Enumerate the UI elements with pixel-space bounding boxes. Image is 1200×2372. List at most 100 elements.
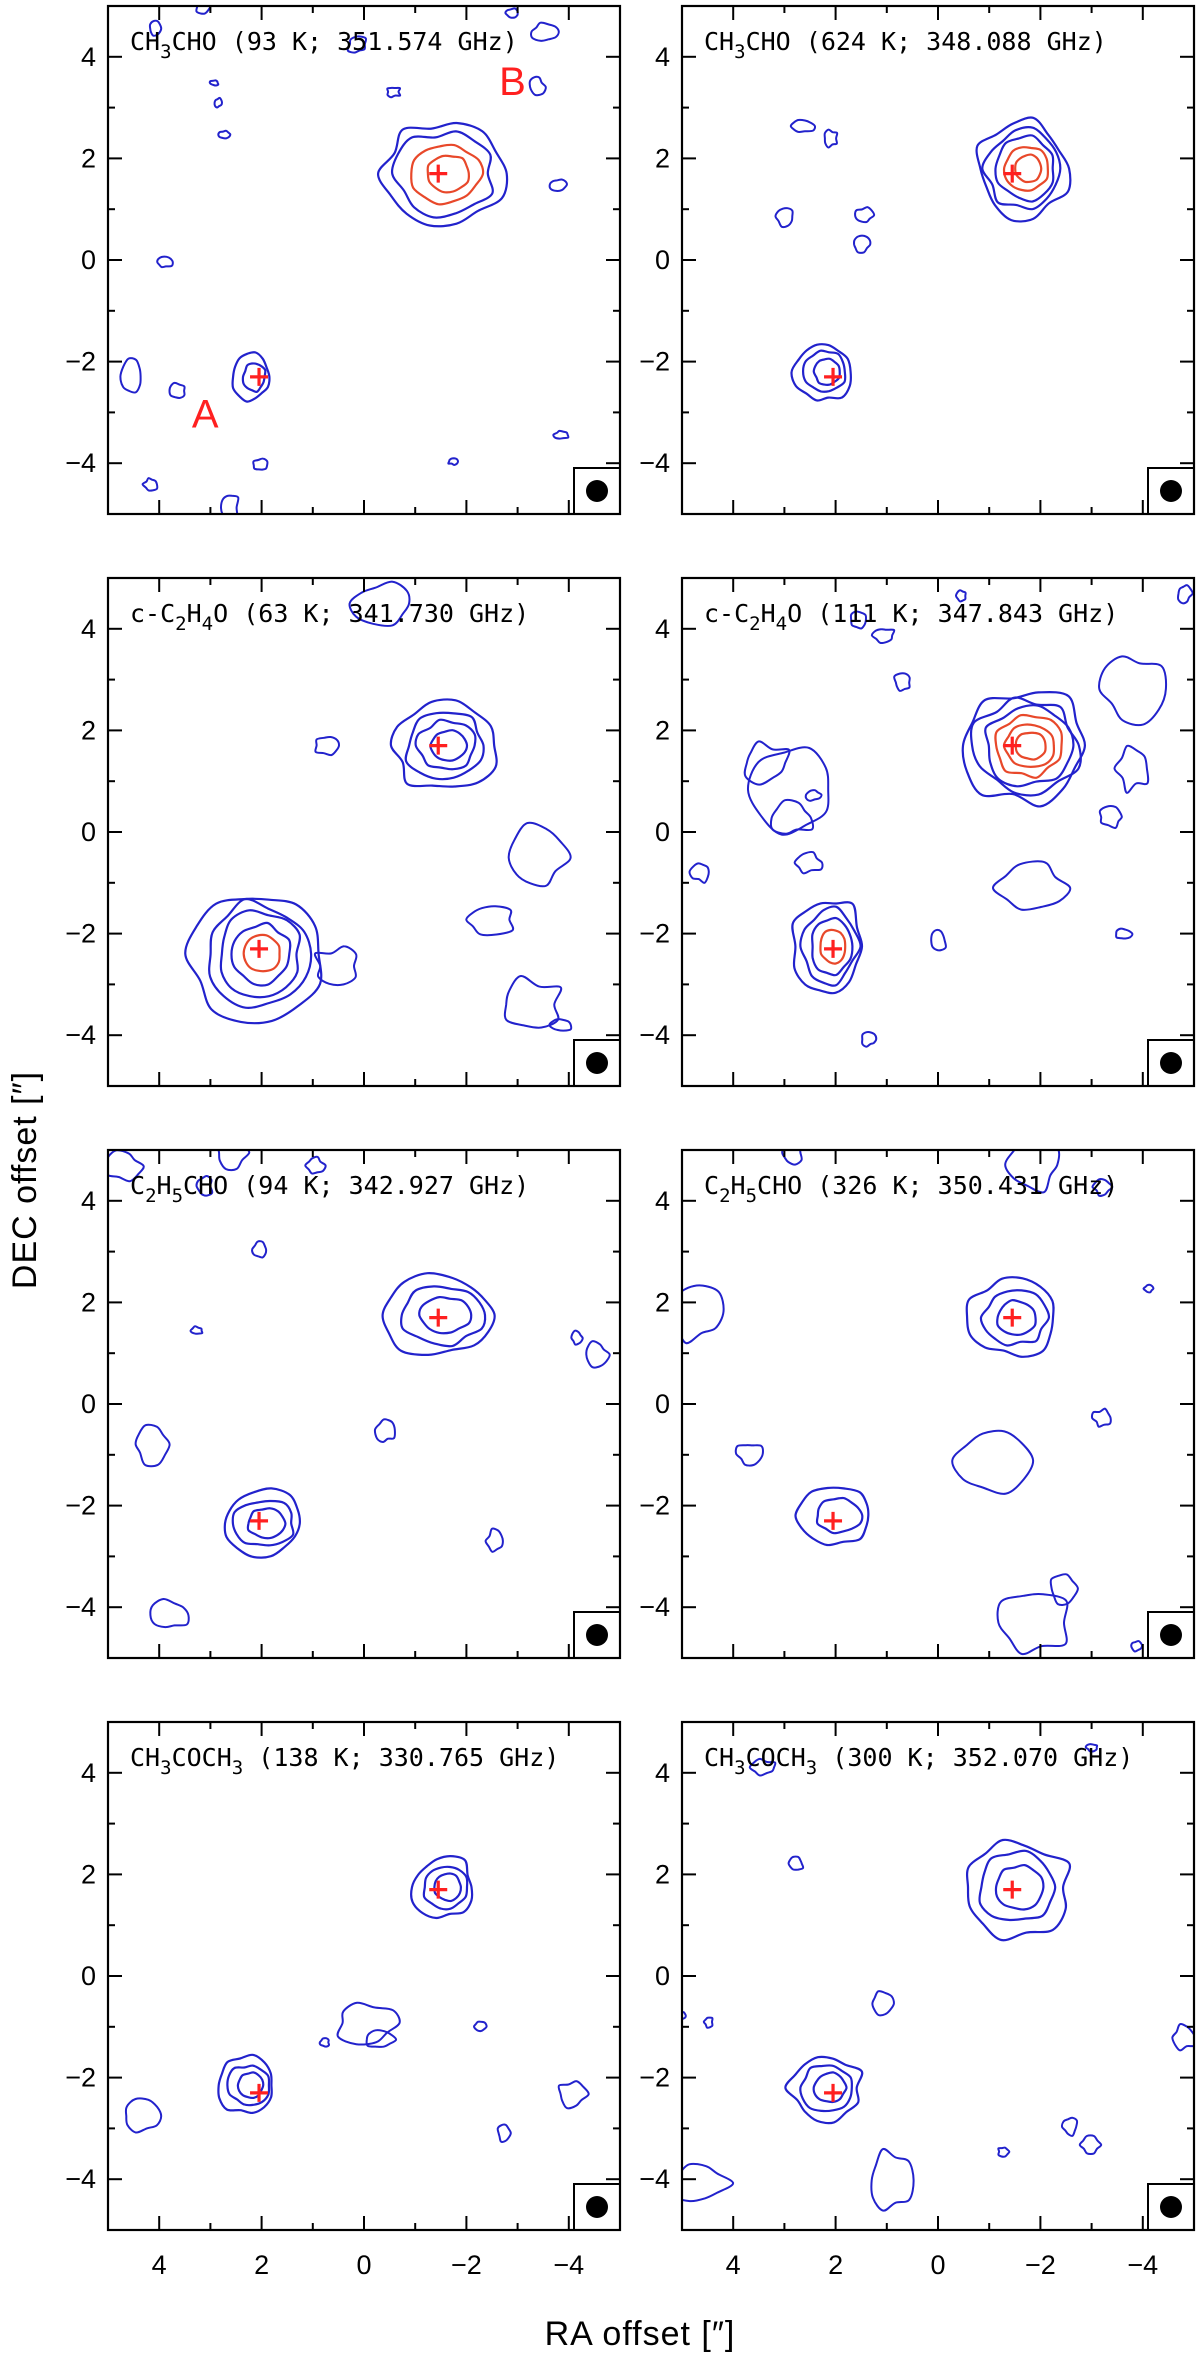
noise-contour bbox=[682, 2162, 735, 2203]
source-B-contour-level-2 bbox=[969, 696, 1082, 797]
title-text: CH bbox=[130, 27, 160, 56]
noise-contour bbox=[134, 1423, 171, 1468]
noise-contour bbox=[213, 96, 224, 109]
title-text: H bbox=[157, 1171, 172, 1200]
marker-B bbox=[1003, 1880, 1022, 1899]
source-B-contour-level-3 bbox=[410, 143, 485, 206]
x-tick-label: 2 bbox=[828, 2250, 843, 2280]
source-A-contour-level-2 bbox=[226, 2064, 271, 2107]
y-tick-label: 2 bbox=[655, 1859, 670, 1889]
title-subscript: 3 bbox=[160, 41, 171, 63]
y-tick-label: 4 bbox=[81, 1186, 96, 1216]
y-tick-label: 0 bbox=[655, 245, 670, 275]
source-A-contour-level-3 bbox=[219, 909, 302, 999]
noise-contour bbox=[557, 2080, 590, 2110]
title-text: O (111 K; 347.843 GHz) bbox=[787, 599, 1118, 628]
source-B-contour-level-1 bbox=[975, 116, 1072, 223]
marker-A bbox=[824, 939, 843, 958]
noise-contour bbox=[373, 1418, 396, 1444]
source-A-contour-level-3 bbox=[812, 357, 841, 386]
noise-contour bbox=[217, 129, 232, 140]
y-tick-label: 2 bbox=[81, 715, 96, 745]
source-B-contour-level-4 bbox=[1002, 146, 1050, 192]
noise-contour bbox=[823, 128, 839, 149]
noise-contour bbox=[930, 928, 947, 952]
panel-title: CH3CHO (93 K; 351.574 GHz) bbox=[130, 27, 518, 63]
y-tick-label: −2 bbox=[65, 2063, 96, 2093]
y-tick-label: −4 bbox=[65, 1020, 96, 1050]
panel-frame bbox=[106, 1720, 622, 2232]
y-tick-label: 4 bbox=[81, 42, 96, 72]
noise-contour bbox=[748, 1757, 777, 1777]
noise-contour bbox=[108, 1150, 145, 1183]
noise-contour bbox=[1113, 744, 1150, 794]
noise-contour bbox=[119, 357, 142, 394]
panel-title: CH3COCH3 (138 K; 330.765 GHz) bbox=[130, 1743, 559, 1779]
source-B-contour-level-3 bbox=[433, 1872, 463, 1903]
title-subscript: 3 bbox=[734, 1757, 745, 1779]
noise-contour bbox=[465, 905, 515, 937]
noise-contour bbox=[504, 7, 519, 19]
noise-contour bbox=[528, 75, 547, 97]
source-B-contour-level-4 bbox=[994, 713, 1064, 779]
marker-A bbox=[250, 1511, 269, 1530]
title-text: C bbox=[130, 1171, 145, 1200]
contour-layer bbox=[119, 6, 570, 514]
noise-contour bbox=[1084, 1743, 1099, 1753]
beam-ellipse bbox=[1160, 1624, 1182, 1646]
y-tick-label: −4 bbox=[65, 448, 96, 478]
marker-B bbox=[429, 164, 448, 183]
title-text: COCH bbox=[172, 1743, 232, 1772]
noise-contour bbox=[849, 610, 868, 630]
noise-contour bbox=[996, 1593, 1069, 1656]
beam-ellipse bbox=[1160, 2196, 1182, 2218]
y-tick-label: 4 bbox=[655, 42, 670, 72]
title-subscript: 5 bbox=[172, 1185, 183, 1207]
source-A-contour-level-2 bbox=[241, 362, 267, 393]
noise-contour bbox=[148, 19, 163, 37]
noise-contour bbox=[870, 628, 896, 645]
panel-title: c-C2H4O (111 K; 347.843 GHz) bbox=[704, 599, 1118, 635]
y-tick-label: −2 bbox=[65, 919, 96, 949]
title-subscript: 2 bbox=[175, 613, 186, 635]
contour-layer bbox=[124, 1854, 590, 2143]
title-subscript: 2 bbox=[749, 613, 760, 635]
noise-contour bbox=[124, 2097, 163, 2134]
source-A-contour-level-4 bbox=[819, 928, 847, 965]
y-tick-label: −2 bbox=[65, 347, 96, 377]
noise-contour bbox=[954, 589, 967, 603]
noise-contour bbox=[781, 1150, 803, 1166]
title-text: (93 K; 351.574 GHz) bbox=[217, 27, 518, 56]
source-A-contour-level-3 bbox=[812, 2071, 848, 2104]
noise-contour bbox=[702, 2016, 714, 2029]
y-tick-label: −4 bbox=[639, 2164, 670, 2194]
title-subscript: 3 bbox=[232, 1757, 243, 1779]
source-B-contour-level-3 bbox=[994, 134, 1055, 203]
y-tick-label: −4 bbox=[639, 448, 670, 478]
contour-layer bbox=[184, 580, 573, 1032]
source-A-contour-level-5 bbox=[242, 933, 281, 973]
marker-B bbox=[1003, 164, 1022, 183]
source-B-contour-level-1 bbox=[377, 121, 509, 228]
title-text: O (63 K; 341.730 GHz) bbox=[213, 599, 529, 628]
y-tick-label: 2 bbox=[81, 1859, 96, 1889]
x-tick-label: 2 bbox=[254, 2250, 269, 2280]
noise-contour bbox=[793, 850, 824, 875]
source-A-contour-level-1 bbox=[223, 1487, 301, 1559]
panel-title: C2H5CHO (326 K; 350.431 GHz) bbox=[704, 1171, 1118, 1207]
noise-contour bbox=[951, 1429, 1035, 1495]
x-tick-label: −2 bbox=[1025, 2250, 1056, 2280]
noise-contour bbox=[346, 35, 368, 54]
marker-B bbox=[1003, 1308, 1022, 1327]
y-tick-label: −4 bbox=[65, 1592, 96, 1622]
y-tick-label: 2 bbox=[81, 143, 96, 173]
noise-contour bbox=[507, 821, 572, 888]
y-tick-label: −2 bbox=[639, 1491, 670, 1521]
title-text: CHO bbox=[746, 27, 791, 56]
noise-contour bbox=[336, 2001, 401, 2046]
noise-contour bbox=[168, 381, 186, 399]
noise-contour bbox=[734, 1444, 764, 1467]
